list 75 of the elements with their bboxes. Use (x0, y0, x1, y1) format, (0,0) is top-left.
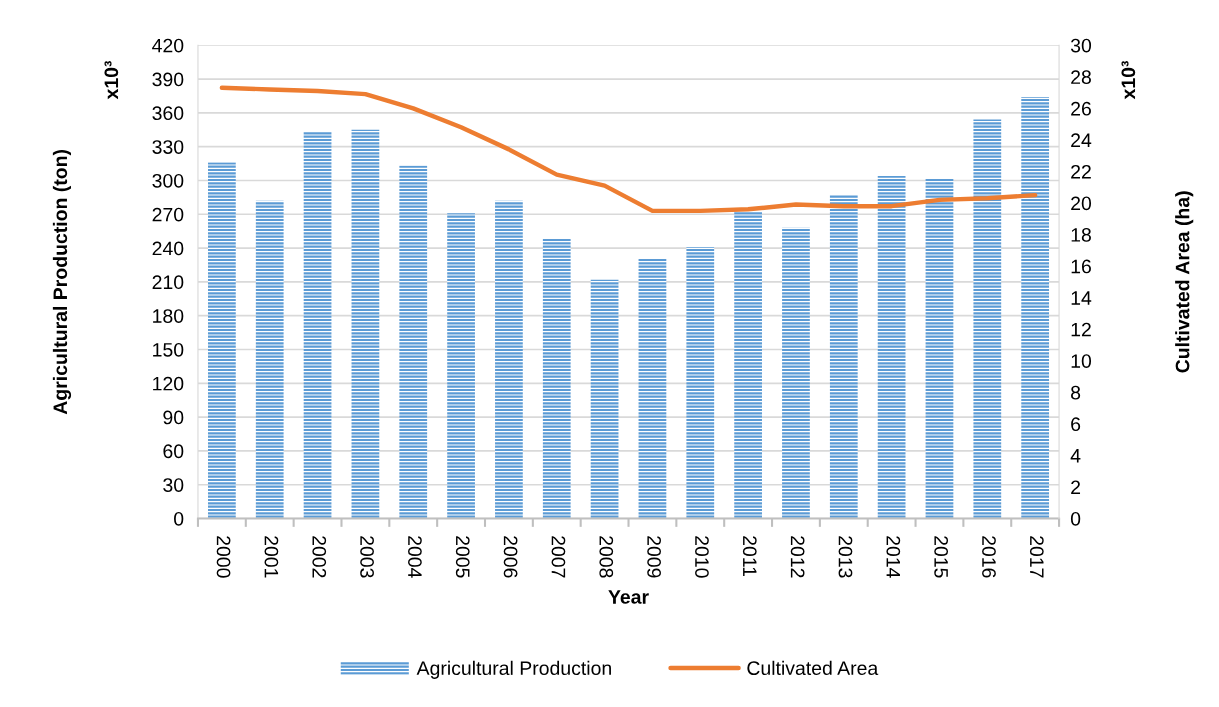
bar (829, 195, 858, 519)
y2-tick-label: 26 (1071, 101, 1091, 116)
bar (686, 246, 715, 519)
bar (638, 258, 667, 519)
y2-tick-label: 14 (1071, 291, 1092, 305)
bar (542, 237, 571, 519)
y-tick-label: 180 (153, 309, 184, 323)
x-tick-label: 2003 (360, 536, 374, 578)
y-tick-label: 210 (152, 275, 184, 290)
bar (208, 162, 236, 519)
x-tick-label: 2009 (647, 536, 661, 578)
y2-tick-label: 22 (1071, 164, 1091, 179)
bar (1021, 97, 1050, 519)
y-tick-label: 300 (152, 173, 184, 188)
x-tick-label: 2013 (838, 536, 853, 578)
x-tick-label: 2010 (695, 536, 709, 578)
text: x10³ (104, 60, 119, 100)
y-tick-label: 90 (163, 410, 184, 425)
y-tick-label: 240 (152, 241, 184, 256)
y-tick-label: 150 (153, 342, 184, 357)
y-tick-label: 30 (163, 478, 184, 492)
x-tick-label: 2008 (599, 536, 614, 578)
y2-tick-label: 12 (1071, 322, 1091, 337)
bar (782, 227, 810, 519)
bar (351, 129, 380, 519)
bar (973, 119, 1002, 519)
x-tick-label: 2002 (312, 536, 327, 578)
y2-tick-label: 28 (1071, 70, 1091, 85)
y2-tick-label: 20 (1071, 196, 1092, 211)
y-tick-label: 330 (152, 140, 184, 154)
x-tick-label: 2017 (1029, 536, 1044, 578)
bar (590, 279, 619, 519)
y2-tick-label: 18 (1071, 228, 1091, 242)
y2-tick-label: 4 (1070, 449, 1081, 463)
y2-tick-label: 16 (1071, 259, 1091, 274)
x-tick-label: 2000 (216, 536, 231, 578)
x-tick-label: 2012 (790, 536, 805, 578)
x-tick-label: 2016 (982, 536, 996, 578)
x-tick-label: 2015 (934, 536, 949, 578)
legend-label: Agricultural Production (416, 660, 611, 679)
bar (925, 178, 954, 519)
y-tick-label: 390 (152, 72, 184, 87)
x-tick-label: 2005 (455, 536, 470, 578)
y2-tick-label: 6 (1071, 417, 1081, 432)
x-tick-label: 2007 (551, 536, 566, 578)
x-tick-label: 2011 (742, 536, 757, 577)
y-tick-label: 60 (163, 444, 184, 459)
x-tick-label: 2014 (886, 536, 901, 578)
y2-tick-label: 10 (1071, 354, 1092, 368)
bar (495, 200, 523, 519)
y-tick-label: 120 (153, 376, 184, 391)
line-series (219, 85, 1038, 214)
bar (877, 175, 906, 519)
y2-tick-label: 2 (1071, 480, 1081, 495)
y2-axis-title: Cultivated Area (ha) (1175, 191, 1194, 373)
y-tick-label: 420 (152, 38, 184, 53)
x-axis-title: Year (608, 590, 649, 604)
x-tick-label: 2006 (503, 536, 518, 578)
y-tick-label: 0 (174, 511, 184, 526)
y-tick-label: 270 (152, 207, 184, 222)
y2-tick-label: 8 (1071, 385, 1081, 400)
legend-label: Cultivated Area (747, 660, 879, 676)
y2-tick-label: 0 (1070, 511, 1081, 526)
y2-tick-label: 24 (1071, 133, 1092, 147)
text: x10³ (1121, 60, 1136, 100)
y2-tick-label: 30 (1070, 38, 1092, 53)
bar (447, 213, 475, 519)
x-tick-label: 2004 (408, 536, 422, 578)
y-tick-label: 360 (152, 106, 184, 121)
bar (399, 165, 428, 519)
bar (255, 200, 284, 519)
bar (734, 210, 762, 519)
y-axis-title: Agricultural Production (ton) (52, 149, 72, 415)
x-tick-label: 2001 (264, 536, 279, 578)
bar (303, 130, 332, 519)
